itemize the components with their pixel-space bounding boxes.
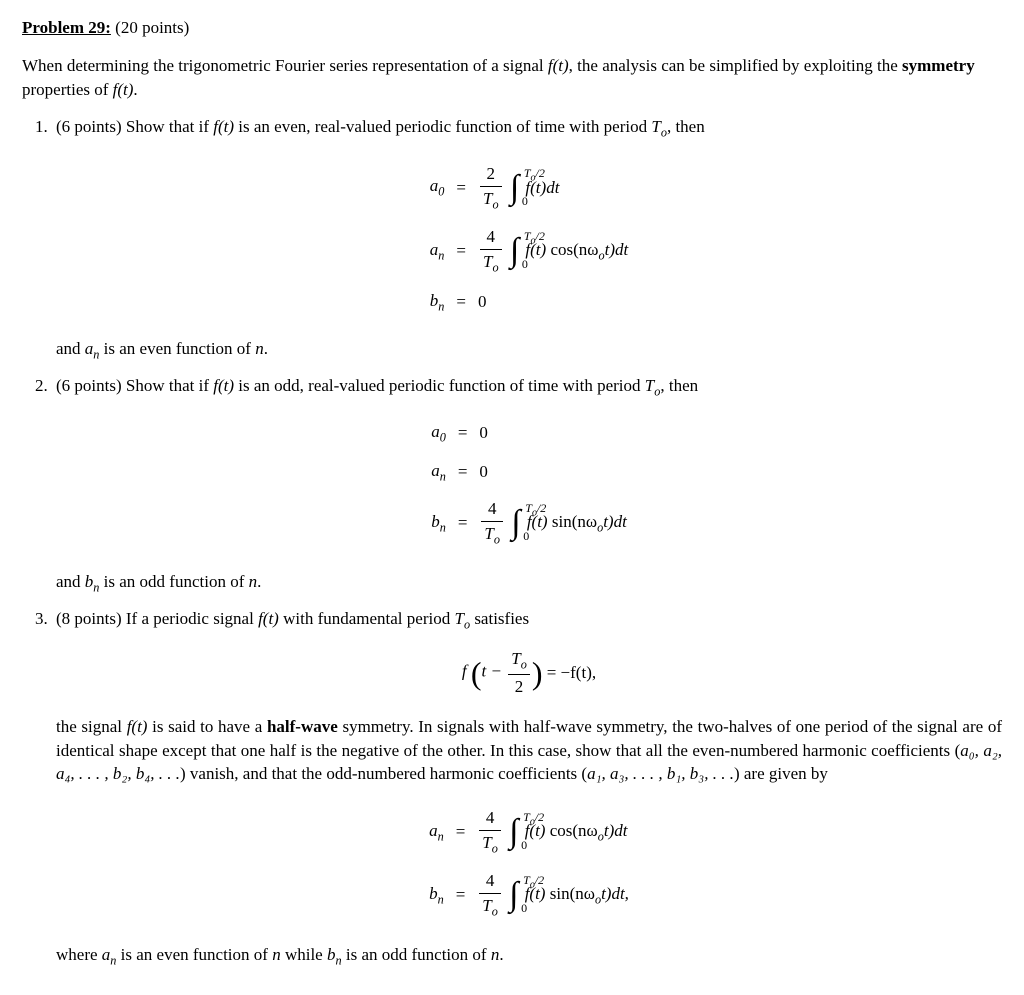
part3-after: where an is an even function of n while … (56, 943, 1002, 970)
part1-lead: (6 points) Show that if f(t) is an even,… (56, 115, 1002, 142)
intro-ft2: f(t) (113, 80, 134, 99)
problem-points: (20 points) (115, 18, 189, 37)
part-3: (8 points) If a periodic signal f(t) wit… (52, 607, 1002, 969)
problem-label: Problem 29: (22, 18, 111, 37)
problem-title: Problem 29: (20 points) (22, 16, 1002, 40)
part3-halfwave-eq: f (t − To2) = −f(t), (56, 647, 1002, 698)
intro-paragraph: When determining the trigonometric Fouri… (22, 54, 1002, 102)
parts-list: (6 points) Show that if f(t) is an even,… (22, 115, 1002, 969)
intro-pre: When determining the trigonometric Fouri… (22, 56, 548, 75)
part2-lead: (6 points) Show that if f(t) is an odd, … (56, 374, 1002, 401)
part3-lead: (8 points) If a periodic signal f(t) wit… (56, 607, 1002, 634)
part1-after: and an is an even function of n. (56, 337, 1002, 364)
intro-post: properties of (22, 80, 113, 99)
part1-equations: a0 = 2To ∫To/20 f(t)dt an = 4To ∫ (56, 156, 1002, 321)
part3-desc: the signal f(t) is said to have a half-w… (56, 715, 1002, 786)
part2-equations: a0 = 0 an = 0 bn = 4To ∫To/20 (56, 414, 1002, 554)
intro-end: . (133, 80, 137, 99)
part-2: (6 points) Show that if f(t) is an odd, … (52, 374, 1002, 597)
part2-after: and bn is an odd function of n. (56, 570, 1002, 597)
intro-bold: symmetry (902, 56, 975, 75)
intro-mid: , the analysis can be simplified by expl… (569, 56, 902, 75)
part-1: (6 points) Show that if f(t) is an even,… (52, 115, 1002, 363)
part3-equations: an = 4To ∫To/20 f(t) cos(nωot)dt bn = 4T… (56, 800, 1002, 927)
intro-ft: f(t) (548, 56, 569, 75)
